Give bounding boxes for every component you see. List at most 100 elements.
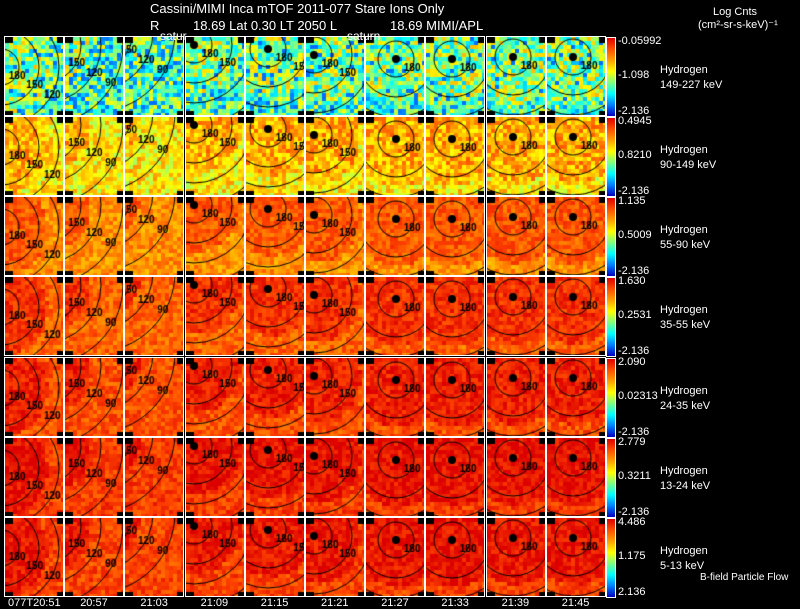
image-panel bbox=[305, 196, 365, 277]
image-panel bbox=[365, 356, 426, 437]
pixel-map bbox=[366, 37, 425, 115]
pixel-map bbox=[486, 197, 545, 276]
image-panel bbox=[545, 356, 606, 437]
pixel-map bbox=[426, 197, 485, 276]
time-tick-label: 21:39 bbox=[501, 597, 530, 609]
row-energy-label: 24-35 keV bbox=[660, 399, 711, 412]
image-panel bbox=[124, 36, 185, 116]
pixel-map bbox=[65, 437, 124, 516]
pixel-map bbox=[125, 437, 184, 516]
image-panel bbox=[64, 356, 125, 437]
pixel-map bbox=[65, 117, 124, 196]
image-panel bbox=[4, 36, 64, 116]
row-energy-label: 35-55 keV bbox=[660, 319, 711, 332]
pixel-map bbox=[5, 117, 63, 196]
image-panel bbox=[4, 196, 64, 277]
pixel-map bbox=[546, 117, 605, 196]
pixel-map bbox=[65, 37, 124, 115]
image-panel bbox=[244, 36, 305, 116]
image-panel bbox=[305, 356, 365, 437]
colorbar-min-label: -2.136 bbox=[618, 265, 650, 278]
colorbar bbox=[606, 277, 616, 358]
plot-title: Cassini/MIMI Inca mTOF 2011-077 Stare Io… bbox=[150, 1, 445, 16]
image-panel bbox=[365, 36, 426, 116]
pixel-map bbox=[426, 437, 485, 516]
colorbar bbox=[606, 37, 616, 117]
pixel-map bbox=[546, 277, 605, 356]
pixel-map bbox=[306, 357, 364, 436]
pixel-map bbox=[245, 277, 304, 356]
image-panel bbox=[365, 276, 426, 357]
image-panel bbox=[4, 436, 64, 517]
colorbar bbox=[606, 517, 616, 598]
pixel-map bbox=[5, 517, 63, 596]
colorbar-max-label: 1.135 bbox=[618, 195, 646, 208]
time-tick-label: 077T20:51 bbox=[8, 597, 61, 609]
image-panel bbox=[124, 116, 185, 197]
image-panel bbox=[305, 36, 365, 116]
pixel-map bbox=[426, 277, 485, 356]
image-panel bbox=[365, 116, 426, 197]
pixel-map bbox=[366, 277, 425, 356]
image-panel bbox=[124, 276, 185, 357]
colorbar-max-label: -0.05992 bbox=[618, 35, 662, 47]
row-species-label: Hydrogen bbox=[660, 144, 708, 157]
row-species-label: Hydrogen bbox=[660, 544, 708, 557]
pixel-map bbox=[5, 277, 63, 356]
colorbar-mid-label: 0.02313 bbox=[618, 389, 658, 402]
image-panel bbox=[184, 276, 245, 357]
pixel-map bbox=[185, 277, 244, 356]
image-panel bbox=[244, 516, 305, 597]
image-panel bbox=[545, 276, 606, 357]
pixel-map bbox=[546, 197, 605, 276]
pixel-map bbox=[486, 117, 545, 196]
pixel-map bbox=[306, 37, 364, 115]
pixel-map bbox=[65, 517, 124, 596]
bfield-legend: B-field Particle Flow bbox=[700, 572, 789, 583]
colorbar-min-label: -2.136 bbox=[618, 185, 650, 198]
row-energy-label: 13-24 keV bbox=[660, 479, 711, 492]
image-panel bbox=[425, 116, 486, 197]
image-panel bbox=[485, 276, 546, 357]
pixel-map bbox=[125, 277, 184, 356]
image-panel bbox=[545, 516, 606, 597]
pixel-map bbox=[366, 117, 425, 196]
image-panel bbox=[4, 516, 64, 597]
r-label: R bbox=[150, 18, 160, 33]
colorbar-mid-label: 0.3211 bbox=[618, 469, 651, 482]
pixel-map bbox=[366, 357, 425, 436]
pixel-map bbox=[306, 197, 364, 276]
image-panel bbox=[545, 116, 606, 197]
time-tick-label: 21:09 bbox=[200, 597, 229, 609]
row-species-label: Hydrogen bbox=[660, 464, 708, 477]
image-panel bbox=[545, 196, 606, 277]
image-panel bbox=[124, 196, 185, 277]
image-panel bbox=[485, 196, 546, 277]
pixel-map bbox=[366, 437, 425, 516]
pixel-map bbox=[486, 37, 545, 115]
row-species-label: Hydrogen bbox=[660, 384, 708, 397]
image-panel bbox=[305, 276, 365, 357]
pixel-map bbox=[5, 197, 63, 276]
pixel-map bbox=[245, 37, 304, 115]
pixel-map bbox=[185, 197, 244, 276]
pixel-map bbox=[185, 517, 244, 596]
image-panel bbox=[305, 116, 365, 197]
image-panel bbox=[184, 36, 245, 116]
pixel-map bbox=[245, 517, 304, 596]
image-panel bbox=[425, 276, 486, 357]
pixel-map bbox=[245, 437, 304, 516]
pixel-map bbox=[426, 357, 485, 436]
colorbar-max-label: 4.486 bbox=[618, 515, 646, 528]
colorbar bbox=[606, 117, 616, 198]
image-panel bbox=[184, 196, 245, 277]
image-panel bbox=[64, 276, 125, 357]
pixel-map bbox=[245, 357, 304, 436]
pixel-map bbox=[125, 117, 184, 196]
time-tick-label: 21:03 bbox=[140, 597, 168, 609]
colorbar-max-label: 1.630 bbox=[618, 275, 646, 288]
colorbar-min-label: -2.136 bbox=[618, 425, 650, 438]
time-tick-label: 21:21 bbox=[321, 597, 349, 609]
row-energy-label: 55-90 keV bbox=[660, 239, 711, 252]
image-panel bbox=[64, 116, 125, 197]
